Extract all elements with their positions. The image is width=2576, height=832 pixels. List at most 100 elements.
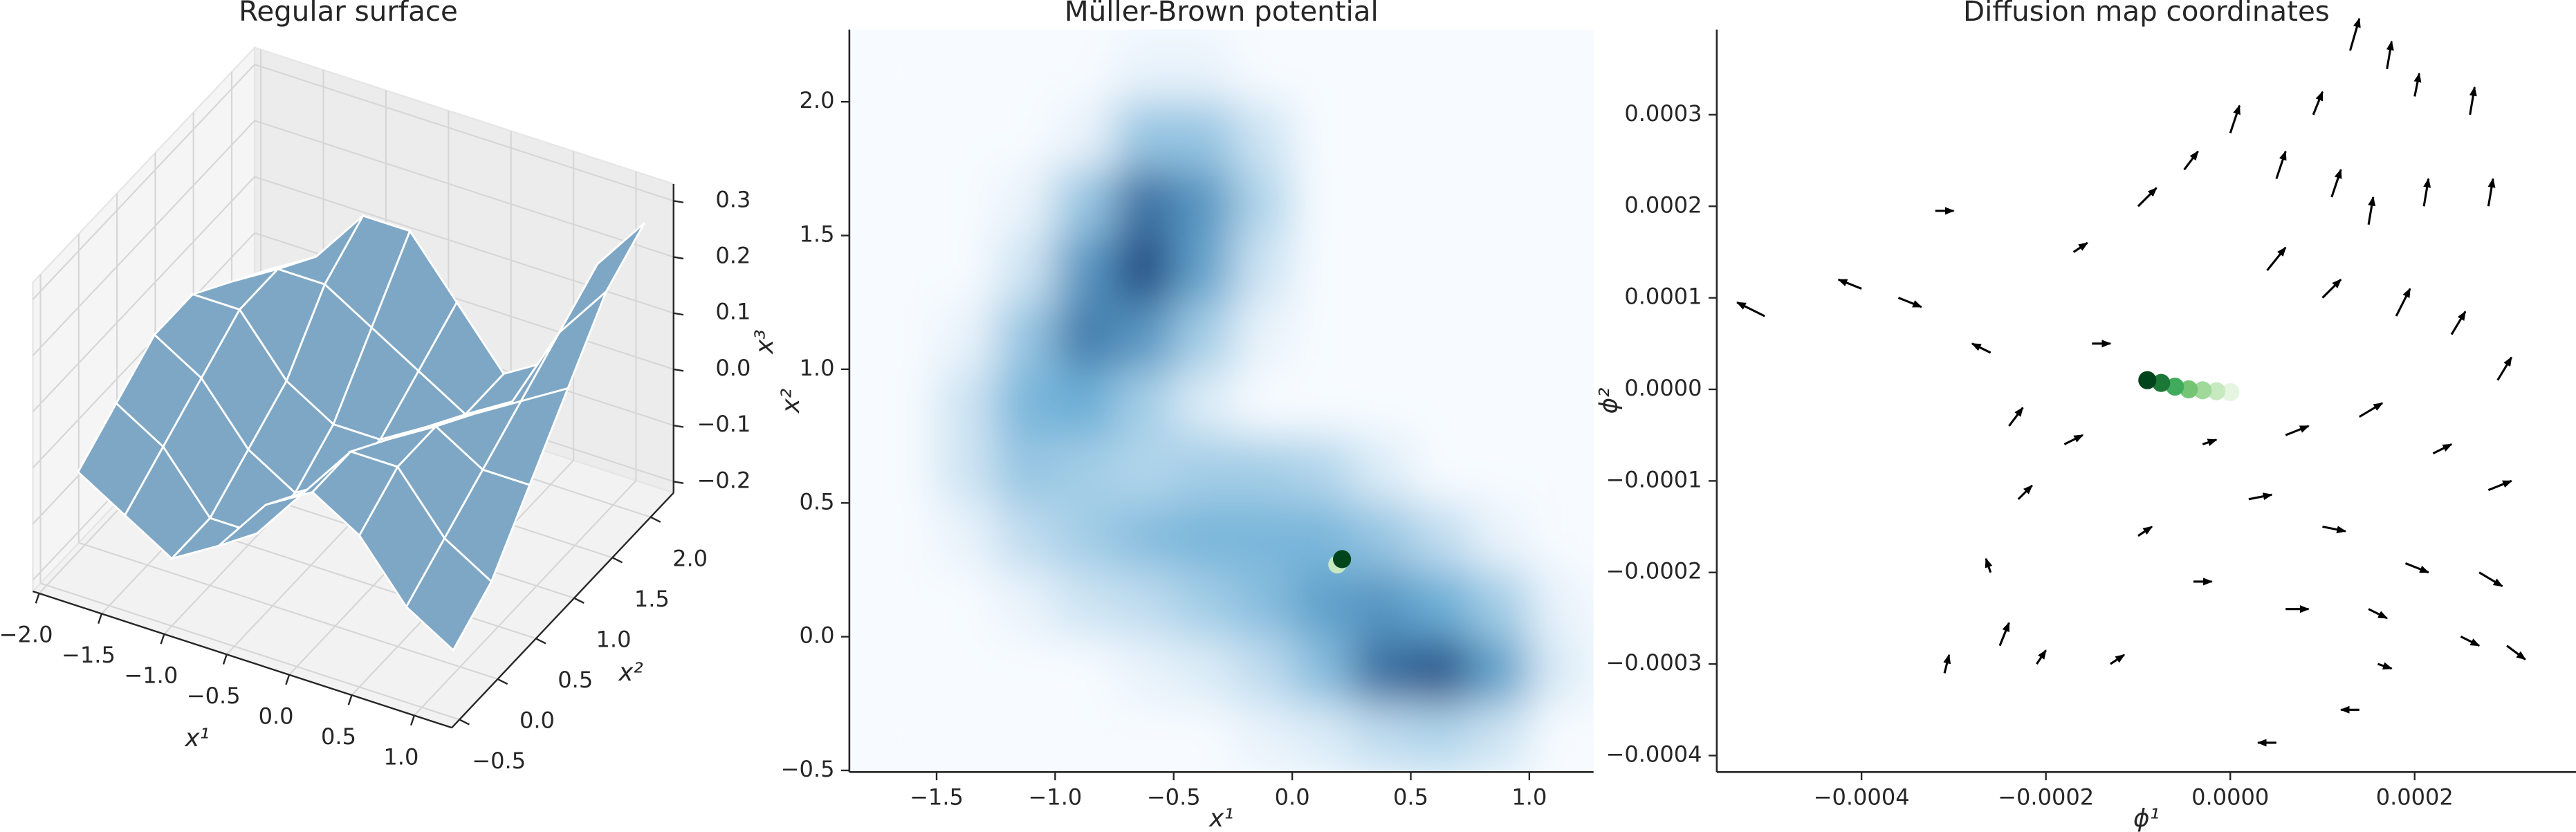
x-tick-label: −0.0004 [1814,784,1910,810]
arrow [1943,654,1951,674]
arrow [2321,279,2342,299]
arrow [2487,479,2513,492]
arrow [2285,425,2310,436]
z-tick [673,200,684,203]
heatmap-cell [1114,235,1175,304]
heatmap-cell [1292,636,1352,705]
grid-line [254,120,674,258]
z-tick-label: −0.1 [697,411,751,437]
heatmap-cell [1529,235,1590,304]
heatmap-cell [1529,569,1590,638]
heatmap-cell [877,369,938,437]
heatmap-cell [1470,436,1531,504]
heatmap-cell [1292,35,1352,103]
heatmap-cell [1233,503,1294,571]
heatmap-cell [877,569,938,638]
arrow [2063,434,2084,445]
heatmap-cell [1351,235,1412,304]
z-axis-label: x³ [751,329,779,354]
x-tick-label: −0.5 [1147,784,1201,810]
heatmap-cell [1470,569,1531,638]
arrow [2496,356,2513,381]
heatmap-cell [995,703,1056,772]
x-tick-label: 0.0 [259,703,294,729]
heatmap-cell [1410,436,1471,504]
heatmap-cell [995,168,1056,237]
heatmap-cell [937,102,997,170]
x-tick-label: −0.0002 [1998,784,2094,810]
heatmap-cell [1055,235,1116,304]
x-axis-label: x¹ [1208,804,1233,832]
arrow [2248,492,2273,501]
x-tick [98,613,103,625]
heatmap-cell [1470,235,1531,304]
arrow [2478,571,2503,587]
arrow [2413,72,2422,97]
x-tick [347,694,353,705]
arrow [2312,91,2324,115]
y-tick [497,678,508,685]
x-tick-label: −1.5 [910,784,964,810]
heatmap [877,35,1590,772]
heatmap-cell [1173,35,1234,103]
heatmap-cell [995,503,1056,571]
arrow [2359,402,2384,418]
trail-point [2193,381,2212,400]
heatmap-cell [995,569,1056,638]
heatmap-cell [1292,436,1352,504]
arrow [1837,278,1862,290]
heatmap-cell [1233,168,1294,237]
heatmap-cell [1410,302,1471,371]
arrow [2432,443,2453,455]
heatmap-cell [1055,35,1116,103]
heatmap-cell [1055,369,1116,437]
chart-title: Müller-Brown potential [1065,0,1379,28]
arrow [2404,562,2430,574]
y-tick-label: −0.5 [472,748,526,774]
heatmap-cell [937,436,997,504]
heatmap-cell [1470,636,1531,705]
heatmap-cell [1114,503,1175,571]
arrow [1897,297,1923,308]
heatmap-cell [1470,102,1531,170]
heatmap-cell [1351,636,1412,705]
trail-point [2138,371,2157,389]
arrow [2367,196,2376,225]
marker-point [1333,550,1352,568]
heatmap-cell [1114,636,1175,705]
heatmap-cell [1410,636,1471,705]
grid-line [32,64,255,300]
x-tick-label: 1.0 [383,743,418,770]
heatmap-cell [877,703,938,772]
heatmap-cell [1529,503,1590,571]
grid-line [414,480,637,717]
x-axis-label: x¹ [184,724,209,752]
heatmap-cell [1055,503,1116,571]
y-tick [650,516,661,523]
heatmap-cell [995,369,1056,437]
heatmap-cell [1173,569,1234,638]
x-tick-label: 0.0002 [2376,784,2454,810]
heatmap-cell [1410,168,1471,237]
z-tick-label: 0.2 [715,243,751,269]
arrow [1985,557,1993,573]
heatmap-cell [1055,302,1116,371]
heatmap-cell [1114,302,1175,371]
heatmap-cell [1114,369,1175,437]
arrow [2202,438,2218,446]
heatmap-cell [1173,369,1234,437]
y-tick-label: 1.5 [634,586,670,612]
arrow [2137,526,2153,537]
heatmap-cell [1351,35,1412,103]
y-tick-label: 0.0002 [1624,192,1702,218]
heatmap-cell [1055,168,1116,237]
heatmap-cell [1233,235,1294,304]
heatmap-cell [1292,168,1352,237]
arrow [2386,40,2394,69]
heatmap-cell [995,636,1056,705]
grid-line [32,120,255,356]
heatmap-cell [877,302,938,371]
heatmap-cell [1233,436,1294,504]
x-tick-label: −1.0 [124,663,178,689]
